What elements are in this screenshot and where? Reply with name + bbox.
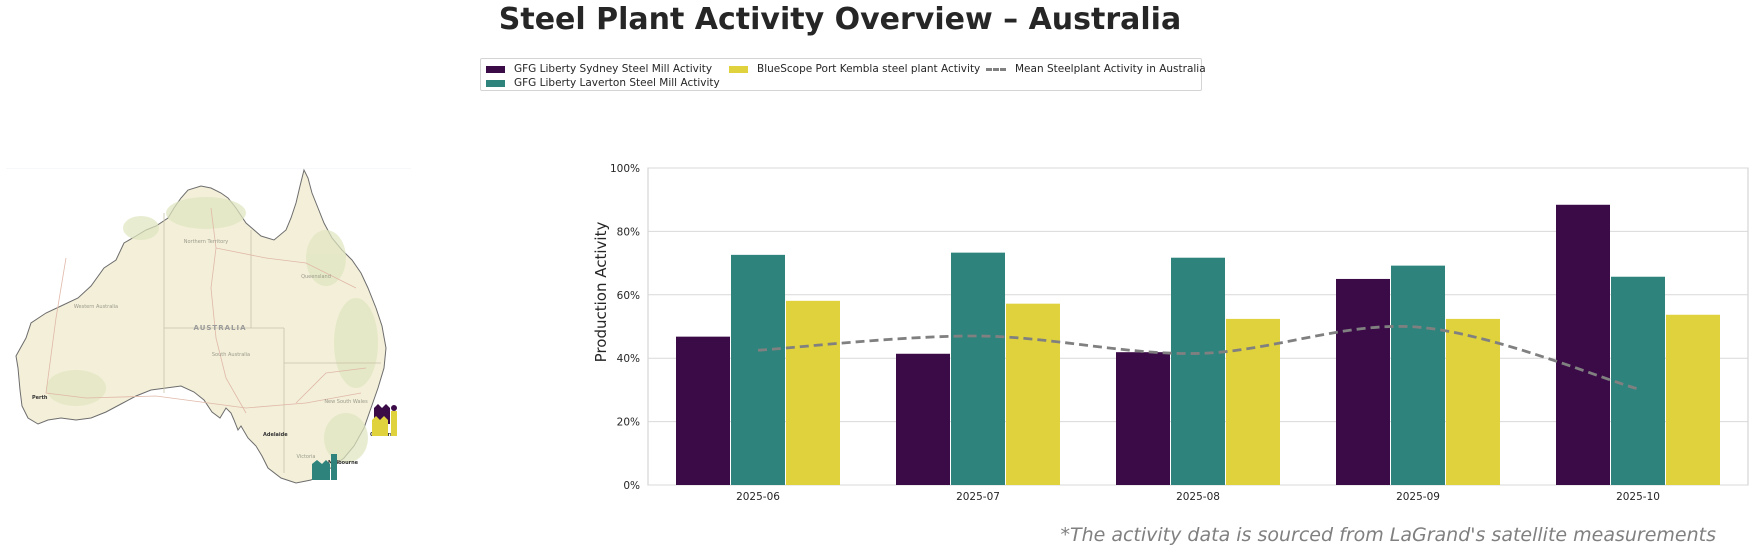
chimney-smoke-icon	[391, 405, 397, 411]
bar-bluescope-port-kembla-steel-plant-activity-2025-06	[786, 300, 840, 485]
y-tick-label: 20%	[617, 417, 640, 429]
state-borders	[163, 213, 381, 473]
chimney-icon	[391, 411, 397, 436]
legend-item-port-kembla: BlueScope Port Kembla steel plant Activi…	[729, 63, 980, 75]
legend-label: BlueScope Port Kembla steel plant Activi…	[757, 63, 981, 75]
legend-swatch-laverton	[486, 79, 505, 87]
map-label-south-australia: South Australia	[212, 352, 250, 358]
y-axis-label: Production Activity	[592, 222, 610, 363]
factory-icon	[372, 416, 388, 436]
y-tick-label: 60%	[617, 290, 640, 302]
marker-laverton[interactable]	[312, 454, 337, 480]
map-label-queensland: Queensland	[301, 274, 331, 280]
y-tick-label: 80%	[617, 226, 640, 238]
chart-legend: GFG Liberty Sydney Steel Mill Activity G…	[480, 58, 1206, 91]
bar-gfg-liberty-laverton-steel-mill-activity-2025-08	[1171, 257, 1225, 485]
australia-map: Western Australia Northern Territory Que…	[6, 167, 411, 484]
map-label-western-australia: Western Australia	[74, 304, 118, 310]
map-label-victoria: Victoria	[297, 454, 316, 460]
map-city-melbourne: Melbourne	[328, 460, 359, 466]
y-tick-label: 0%	[623, 480, 640, 492]
map-panel: Western Australia Northern Territory Que…	[6, 167, 411, 484]
footnote: *The activity data is sourced from LaGra…	[1060, 524, 1716, 546]
bar-bluescope-port-kembla-steel-plant-activity-2025-09	[1446, 318, 1500, 485]
x-tick-label: 2025-09	[1396, 491, 1440, 503]
legend-label: Mean Steelplant Activity in Australia	[1015, 63, 1206, 75]
legend-item-sydney: GFG Liberty Sydney Steel Mill Activity	[486, 63, 712, 75]
chimney-icon	[331, 454, 337, 480]
map-city-perth: Perth	[32, 395, 48, 401]
map-city-adelaide: Adelaide	[263, 432, 288, 438]
legend-item-mean: Mean Steelplant Activity in Australia	[986, 63, 1206, 75]
roads	[45, 207, 367, 414]
bar-gfg-liberty-laverton-steel-mill-activity-2025-09	[1391, 265, 1445, 485]
legend-item-laverton: GFG Liberty Laverton Steel Mill Activity	[486, 77, 720, 89]
map-label-northern-territory: Northern Territory	[184, 239, 229, 245]
bar-gfg-liberty-sydney-steel-mill-activity-2025-09	[1336, 278, 1390, 485]
bar-gfg-liberty-laverton-steel-mill-activity-2025-07	[951, 252, 1005, 485]
vegetation-areas	[46, 197, 378, 463]
x-tick-label: 2025-07	[956, 491, 1000, 503]
bar-gfg-liberty-laverton-steel-mill-activity-2025-10	[1611, 276, 1665, 485]
legend-dashed-line-icon	[986, 67, 1006, 71]
y-tick-label: 40%	[617, 353, 640, 365]
x-tick-label: 2025-08	[1176, 491, 1220, 503]
bar-gfg-liberty-laverton-steel-mill-activity-2025-06	[731, 254, 785, 485]
x-tick-label: 2025-10	[1616, 491, 1660, 503]
bar-bluescope-port-kembla-steel-plant-activity-2025-07	[1006, 303, 1060, 485]
bar-gfg-liberty-sydney-steel-mill-activity-2025-08	[1116, 352, 1170, 485]
bar-bluescope-port-kembla-steel-plant-activity-2025-08	[1226, 318, 1280, 485]
marker-port-kembla[interactable]	[372, 405, 397, 436]
legend-swatch-port-kembla	[729, 65, 748, 73]
bar-gfg-liberty-sydney-steel-mill-activity-2025-07	[896, 353, 950, 485]
legend-label: GFG Liberty Sydney Steel Mill Activity	[514, 63, 713, 75]
bar-bluescope-port-kembla-steel-plant-activity-2025-10	[1666, 314, 1720, 485]
map-label-country: AUSTRALIA	[194, 324, 247, 332]
mean-activity-line	[757, 325, 1639, 391]
plot-frame	[647, 167, 1749, 486]
y-tick-label: 100%	[610, 163, 640, 175]
map-label-new-south-wales: New South Wales	[324, 399, 368, 405]
page-title: Steel Plant Activity Overview – Australi…	[498, 2, 1182, 37]
legend-label: GFG Liberty Laverton Steel Mill Activity	[514, 77, 720, 89]
factory-icon	[312, 460, 330, 480]
legend-swatch-sydney	[486, 65, 505, 73]
bar-gfg-liberty-sydney-steel-mill-activity-2025-06	[676, 336, 730, 485]
australia-landmass	[15, 168, 387, 484]
x-tick-label: 2025-06	[736, 491, 780, 503]
bar-gfg-liberty-sydney-steel-mill-activity-2025-10	[1556, 204, 1610, 485]
